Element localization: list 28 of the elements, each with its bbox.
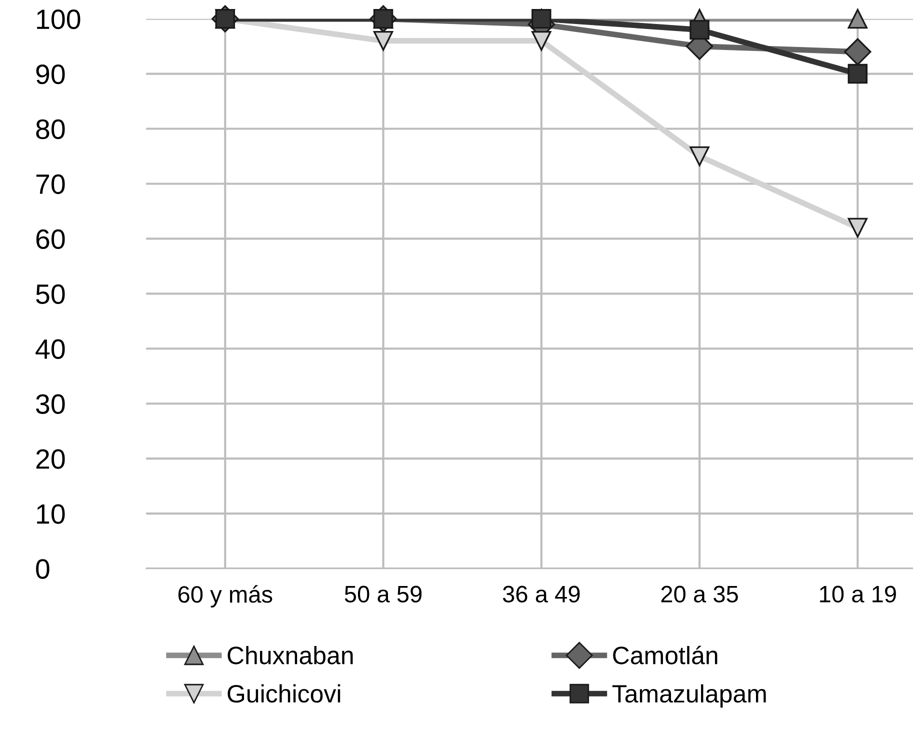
x-tick-label: 60 y más [178,585,272,608]
legend-label: Chuxnaban [228,646,353,664]
point [373,30,394,51]
point [844,38,872,66]
point [690,20,710,40]
y-tick-label: 0 [36,559,50,579]
point [690,146,710,166]
x-tick-label: 10 a 19 [820,586,896,603]
legend-label: Camotlán [613,646,718,664]
y-tick-label: 40 [36,339,65,359]
x-tick-label: 20 a 35 [661,586,738,603]
y-tick-label: 100 [37,9,80,30]
legend-label: Guichicovi [228,684,340,703]
y-tick-label: 50 [36,284,65,304]
x-tick-label: 36 a 49 [502,586,580,603]
y-tick-label: 60 [36,229,65,250]
y-tick-label: 20 [36,449,65,469]
point [848,8,868,29]
point [848,218,868,238]
point [848,64,868,84]
legend-label: Tamazulapam [612,684,766,708]
y-tick-label: 80 [36,119,65,140]
x-tick-label: 50 a 59 [344,586,422,603]
y-tick-label: 10 [37,504,65,524]
y-tick-label: 90 [36,64,65,84]
y-tick-label: 70 [36,174,65,194]
y-tick-label: 30 [36,394,65,414]
point [532,30,552,51]
